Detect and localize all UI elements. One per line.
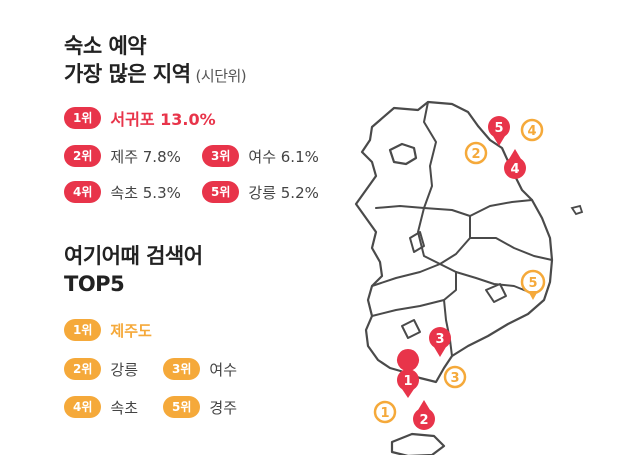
section1-rank-5: 5위 강릉 5.2%: [202, 180, 319, 204]
rank-badge: 3위: [202, 145, 240, 167]
section2-title-line2: TOP5: [64, 272, 125, 296]
red-marker-3-label: 3: [435, 332, 444, 347]
border-chungnam-jeonbuk: [371, 263, 441, 287]
orange-marker-2: 2: [464, 141, 488, 165]
border-daejeon: [409, 231, 425, 253]
orange-marker-1-label: 1: [380, 406, 389, 421]
red-marker-1: 1: [397, 349, 419, 398]
rank-badge: 5위: [202, 181, 240, 203]
section2-rank-1: 1위 제주도: [64, 318, 152, 342]
seoul-outline: [388, 142, 418, 166]
section2-title-line1: 여기어때 검색어: [64, 244, 203, 268]
section1-rank-3: 3위 여수 6.1%: [202, 144, 319, 168]
orange-marker-2-label: 2: [471, 147, 480, 162]
red-marker-5: 5: [488, 116, 510, 146]
rank-value: 여수 6.1%: [248, 147, 319, 166]
mainland-outline: [354, 100, 554, 384]
red-marker-4-label: 4: [510, 162, 519, 177]
section2-rank-5: 5위 경주: [163, 395, 237, 419]
orange-marker-3: 3: [443, 365, 467, 389]
section1-rank-1: 1위 서귀포 13.0%: [64, 106, 216, 130]
orange-marker-4-label: 4: [527, 124, 536, 139]
border-daegu: [485, 283, 507, 303]
rank-badge: 2위: [64, 358, 102, 380]
section1-rank-2: 2위 제주 7.8%: [64, 144, 181, 168]
border-gyeongbuk-gyeongnam: [439, 263, 535, 295]
section2-rank-2: 2위 강릉: [64, 357, 138, 381]
red-marker-5-label: 5: [494, 121, 503, 136]
rank-value: 강릉: [110, 360, 138, 379]
rank-value: 강릉 5.2%: [248, 183, 319, 202]
orange-marker-4: 4: [520, 118, 544, 142]
ulleung-island: [570, 204, 584, 216]
rank-badge: 1위: [64, 319, 102, 341]
border-gyeongbuk-east: [469, 237, 553, 261]
red-marker-3: 3: [429, 327, 451, 357]
orange-marker-5: 5: [520, 269, 546, 300]
orange-marker-1: 1: [373, 400, 397, 424]
red-marker-2-label: 2: [419, 413, 428, 428]
korea-map: 1 2 3 4 5 1 2 3 4 5: [354, 100, 584, 455]
border-gwangju: [401, 319, 421, 339]
rank-badge: 4위: [64, 181, 102, 203]
rank-value: 경주: [209, 398, 237, 417]
section1-title-line1: 숙소 예약: [64, 34, 147, 58]
rank-badge: 3위: [163, 358, 201, 380]
border-gangwon-gyeongbuk: [469, 199, 533, 217]
rank-value: 여수: [209, 360, 237, 379]
section1-subtitle: (시단위): [195, 67, 247, 85]
border-jeonbuk-jeonnam: [371, 271, 457, 317]
border-gyeonggi-gangwon: [423, 101, 437, 209]
rank-value: 서귀포 13.0%: [110, 110, 216, 129]
section2-rank-3: 3위 여수: [163, 357, 237, 381]
rank-value: 제주 7.8%: [110, 147, 181, 166]
orange-marker-3-label: 3: [450, 371, 459, 386]
rank-badge: 2위: [64, 145, 102, 167]
border-jeonnam-gyeongnam: [443, 299, 453, 357]
rank-value: 제주도: [110, 321, 152, 340]
rank-badge: 4위: [64, 396, 102, 418]
orange-marker-5-label: 5: [528, 276, 537, 291]
red-marker-4: 4: [504, 149, 526, 179]
rank-badge: 1위: [64, 107, 102, 129]
section2-rank-4: 4위 속초: [64, 395, 138, 419]
section1-rank-4: 4위 속초 5.3%: [64, 180, 181, 204]
rank-value: 속초 5.3%: [110, 183, 181, 202]
rank-badge: 5위: [163, 396, 201, 418]
red-marker-1-label: 1: [403, 374, 412, 389]
jeju-outline: [390, 432, 446, 455]
section1-title-text: 가장 많은 지역: [64, 62, 191, 86]
rank-value: 속초: [110, 398, 138, 417]
red-marker-2: 2: [413, 400, 435, 430]
section1-title-line2: 가장 많은 지역 (시단위): [64, 61, 247, 89]
